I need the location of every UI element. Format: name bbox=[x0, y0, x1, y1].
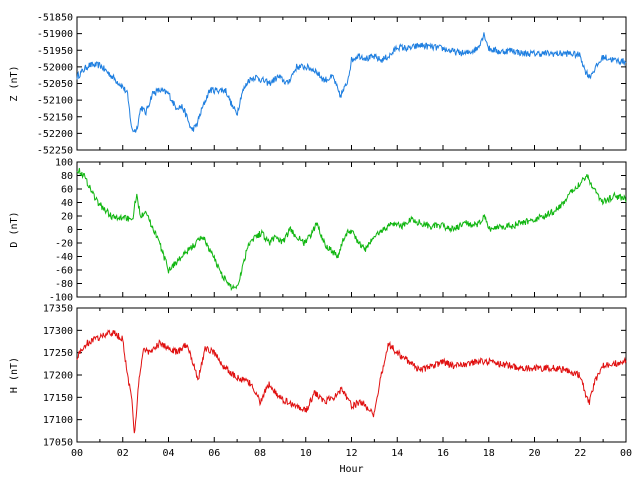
y-tick-label: -52100 bbox=[37, 96, 73, 107]
y-tick-label: 17300 bbox=[43, 326, 73, 337]
x-tick-label: 00 bbox=[620, 448, 632, 459]
x-tick-label: 08 bbox=[254, 448, 266, 459]
y-tick-label: 17050 bbox=[43, 438, 73, 449]
y-tick-label: 100 bbox=[55, 158, 73, 169]
series-line-1 bbox=[76, 167, 627, 292]
y-tick-label: -100 bbox=[49, 293, 73, 304]
y-tick-label: -52050 bbox=[37, 79, 73, 90]
y-tick-label: 17100 bbox=[43, 415, 73, 426]
x-axis-label: Hour bbox=[339, 464, 363, 475]
panel-frame-0 bbox=[76, 16, 627, 151]
y-tick-label: 17350 bbox=[43, 304, 73, 315]
y-tick-label: -51850 bbox=[37, 13, 73, 24]
y-tick-label: -60 bbox=[55, 266, 73, 277]
panel-frame-2 bbox=[76, 307, 627, 443]
y-tick-label: 17150 bbox=[43, 393, 73, 404]
y-axis-label: Z (nT) bbox=[9, 65, 20, 101]
x-tick-label: 02 bbox=[117, 448, 129, 459]
y-tick-label: -20 bbox=[55, 239, 73, 250]
y-tick-label: -51900 bbox=[37, 29, 73, 40]
x-tick-label: 12 bbox=[345, 448, 357, 459]
x-tick-label: 04 bbox=[162, 448, 174, 459]
y-tick-label: 80 bbox=[61, 171, 73, 182]
x-tick-label: 22 bbox=[574, 448, 586, 459]
y-tick-label: -52000 bbox=[37, 62, 73, 73]
x-tick-label: 00 bbox=[71, 448, 83, 459]
x-tick-label: 06 bbox=[208, 448, 220, 459]
y-tick-label: -52150 bbox=[37, 112, 73, 123]
x-tick-label: 14 bbox=[391, 448, 403, 459]
y-tick-label: -80 bbox=[55, 279, 73, 290]
series-line-0 bbox=[76, 32, 627, 133]
panel-frame-1 bbox=[76, 161, 627, 298]
y-axis-label: H (nT) bbox=[9, 357, 20, 393]
y-tick-label: -52200 bbox=[37, 129, 73, 140]
x-tick-label: 16 bbox=[437, 448, 449, 459]
series-line-2 bbox=[76, 329, 627, 434]
y-tick-label: 17250 bbox=[43, 348, 73, 359]
y-tick-label: 17200 bbox=[43, 371, 73, 382]
y-axis-label: D (nT) bbox=[9, 211, 20, 247]
y-tick-label: -40 bbox=[55, 252, 73, 263]
y-tick-label: 0 bbox=[67, 225, 73, 236]
y-tick-label: 20 bbox=[61, 212, 73, 223]
x-tick-label: 10 bbox=[300, 448, 312, 459]
y-tick-label: 60 bbox=[61, 185, 73, 196]
x-tick-label: 18 bbox=[483, 448, 495, 459]
x-tick-label: 20 bbox=[528, 448, 540, 459]
y-tick-label: 40 bbox=[61, 198, 73, 209]
y-tick-label: -52250 bbox=[37, 146, 73, 157]
y-tick-label: -51950 bbox=[37, 46, 73, 57]
